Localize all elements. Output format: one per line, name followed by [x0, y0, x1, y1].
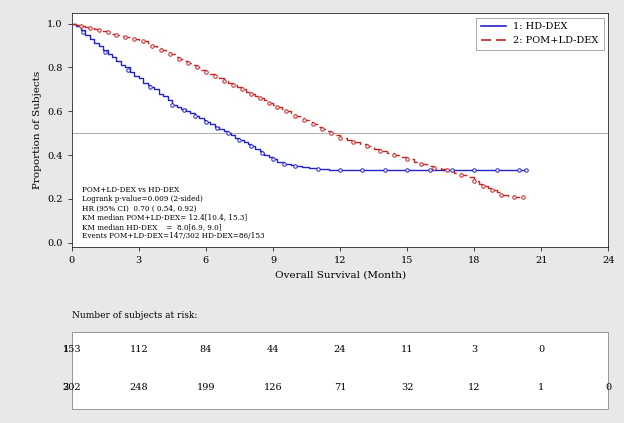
X-axis label: Overall Survival (Month): Overall Survival (Month): [275, 271, 406, 280]
Text: 126: 126: [264, 383, 282, 392]
Text: 153: 153: [62, 345, 81, 354]
Text: POM+LD-DEX vs HD-DEX
Logrank p-value=0.009 (2-sided)
HR (95% CI)  0.70 ( 0.54, 0: POM+LD-DEX vs HD-DEX Logrank p-value=0.0…: [82, 186, 265, 240]
Text: 0: 0: [605, 383, 612, 392]
Legend: 1: HD-DEX, 2: POM+LD-DEX: 1: HD-DEX, 2: POM+LD-DEX: [476, 17, 603, 50]
Text: 11: 11: [401, 345, 414, 354]
Text: 12: 12: [468, 383, 480, 392]
Text: 24: 24: [334, 345, 346, 354]
Text: 32: 32: [401, 383, 414, 392]
Text: 3: 3: [471, 345, 477, 354]
Text: Number of subjects at risk:: Number of subjects at risk:: [72, 311, 197, 320]
Text: 199: 199: [197, 383, 215, 392]
Text: 2: 2: [63, 383, 69, 392]
Text: 302: 302: [62, 383, 81, 392]
Text: 84: 84: [200, 345, 212, 354]
Text: 44: 44: [266, 345, 280, 354]
Text: 0: 0: [539, 345, 544, 354]
Text: 112: 112: [129, 345, 149, 354]
Text: 71: 71: [334, 383, 346, 392]
Text: 248: 248: [130, 383, 148, 392]
Text: 1: 1: [63, 345, 69, 354]
Text: 1: 1: [538, 383, 545, 392]
Y-axis label: Proportion of Subjects: Proportion of Subjects: [32, 71, 42, 189]
FancyBboxPatch shape: [72, 332, 608, 409]
